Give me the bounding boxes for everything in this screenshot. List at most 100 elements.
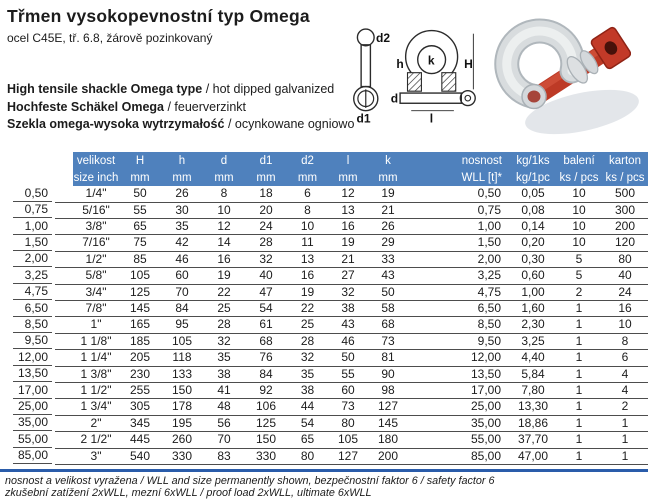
wll-value-cell: 3,25: [0, 268, 55, 284]
table-cell: 1: [602, 431, 648, 449]
table-cell: 3,25: [408, 267, 510, 285]
table-cell: 65: [287, 431, 328, 449]
table-cell: 8: [203, 186, 245, 203]
table-cell: 25,00: [408, 398, 510, 416]
table-cell: 165: [119, 316, 161, 334]
table-cell: 25: [203, 300, 245, 318]
table-cell: 5/16": [73, 202, 119, 219]
table-cell: 1 1/8": [73, 333, 119, 351]
table-cell: 26: [161, 186, 203, 203]
table-cell: 185: [119, 333, 161, 351]
column-gap-cell: [55, 267, 73, 285]
table-cell: 133: [161, 366, 203, 383]
table-cell: 1/2": [73, 251, 119, 269]
table-row: 0,50 1/4" 50 26 8 18 6 12 19 0,50 0,05 10 500: [0, 186, 648, 203]
table-cell: 1,50: [408, 234, 510, 252]
column-header-h: h: [161, 152, 203, 169]
wll-value-cell: 12,00: [0, 350, 55, 366]
dimension-diagram: d2 d1 h k H d l: [353, 28, 476, 126]
pin-side-view-drawing: [353, 28, 379, 112]
table-cell: 55: [328, 366, 368, 383]
table-cell: 260: [161, 431, 203, 449]
table-cell: 22: [203, 284, 245, 301]
table-cell: 73: [368, 333, 408, 351]
table-cell: 35: [161, 218, 203, 236]
separator-line: [0, 469, 648, 472]
table-cell: 60: [328, 382, 368, 400]
table-cell: 21: [328, 251, 368, 269]
table-cell: 65: [119, 218, 161, 236]
dimension-label-H: H: [464, 57, 473, 71]
table-cell: 200: [602, 218, 648, 236]
table-cell: 44: [287, 398, 328, 416]
table-cell: 43: [368, 267, 408, 285]
wll-value-cell: 1,50: [0, 235, 55, 252]
column-gap-cell: [55, 448, 73, 466]
table-cell: 84: [161, 300, 203, 318]
table-row: 13,50 1 3/8" 230 133 38 84 35 55 90 13,50 5,84 1 4: [0, 366, 648, 383]
column-gap-cell: [55, 398, 73, 416]
column-gap-cell: [55, 366, 73, 383]
table-cell: 28: [245, 234, 287, 252]
table-cell: 13,50: [408, 366, 510, 383]
table-cell: 1": [73, 316, 119, 334]
table-cell: 120: [602, 234, 648, 252]
table-row: 9,50 1 1/8" 185 105 32 68 28 46 73 9,50 3,25 1 8: [0, 333, 648, 351]
table-cell: 4: [602, 382, 648, 400]
wll-value-cell: 2,00: [0, 251, 55, 268]
table-cell: 58: [368, 300, 408, 318]
table-cell: 73: [328, 398, 368, 416]
table-cell: 255: [119, 382, 161, 400]
table-cell: 125: [245, 415, 287, 433]
table-cell: 61: [245, 316, 287, 334]
table-cell: 2,30: [510, 316, 556, 334]
table-cell: 3": [73, 448, 119, 466]
table-cell: 18: [245, 186, 287, 203]
description-line: Szekla omega-wysoka wytrzymałość / ocynk…: [7, 117, 355, 131]
table-cell: 70: [161, 284, 203, 301]
table-cell: 150: [245, 431, 287, 449]
column-gap-cell: [55, 415, 73, 433]
table-row: 6,50 7/8" 145 84 25 54 22 38 58 6,50 1,60 1 16: [0, 300, 648, 318]
table-cell: 68: [245, 333, 287, 351]
table-cell: 1: [602, 415, 648, 433]
wll-value-cell: 0,75: [0, 202, 55, 219]
table-row: 0,75 5/16" 55 30 10 20 8 13 21 0,75 0,08 10 300: [0, 202, 648, 219]
column-header-d1: d1: [245, 152, 287, 169]
table-cell: 29: [368, 234, 408, 252]
table-row: 25,00 1 3/4" 305 178 48 106 44 73 127 25,00 13,30 1…: [0, 398, 648, 416]
table-row: 55,00 2 1/2" 445 260 70 150 65 105 180 55,00 37,70…: [0, 431, 648, 449]
table-cell: 46: [328, 333, 368, 351]
table-cell: 83: [203, 448, 245, 466]
table-cell: 13: [287, 251, 328, 269]
table-cell: 7/16": [73, 234, 119, 252]
table-cell: 1: [602, 448, 648, 466]
table-cell: 32: [245, 251, 287, 269]
product-photo: [494, 18, 639, 135]
description-block: High tensile shackle Omega type / hot di…: [7, 81, 354, 134]
table-cell: 0,08: [510, 202, 556, 219]
table-cell: 0,20: [510, 234, 556, 252]
table-cell: 2: [556, 284, 602, 301]
table-cell: 5: [556, 267, 602, 285]
table-row: 35,00 2" 345 195 56 125 54 80 145 35,00 18,86 1 1: [0, 415, 648, 433]
column-gap-cell: [55, 349, 73, 367]
column-gap-cell: [55, 234, 73, 252]
table-cell: 38: [287, 382, 328, 400]
column-subheader-k: mm: [368, 169, 408, 186]
table-cell: 540: [119, 448, 161, 466]
table-cell: 38: [328, 300, 368, 318]
table-cell: 1: [556, 448, 602, 466]
table-cell: 46: [161, 251, 203, 269]
blank-header-gap-col: [55, 152, 73, 186]
table-cell: 27: [328, 267, 368, 285]
table-cell: 105: [161, 333, 203, 351]
table-cell: 10: [556, 186, 602, 203]
table-cell: 6: [602, 349, 648, 367]
table-cell: 1 3/8": [73, 366, 119, 383]
column-header-balen: balení: [556, 152, 602, 169]
table-cell: 85: [119, 251, 161, 269]
table-cell: 30: [161, 202, 203, 219]
